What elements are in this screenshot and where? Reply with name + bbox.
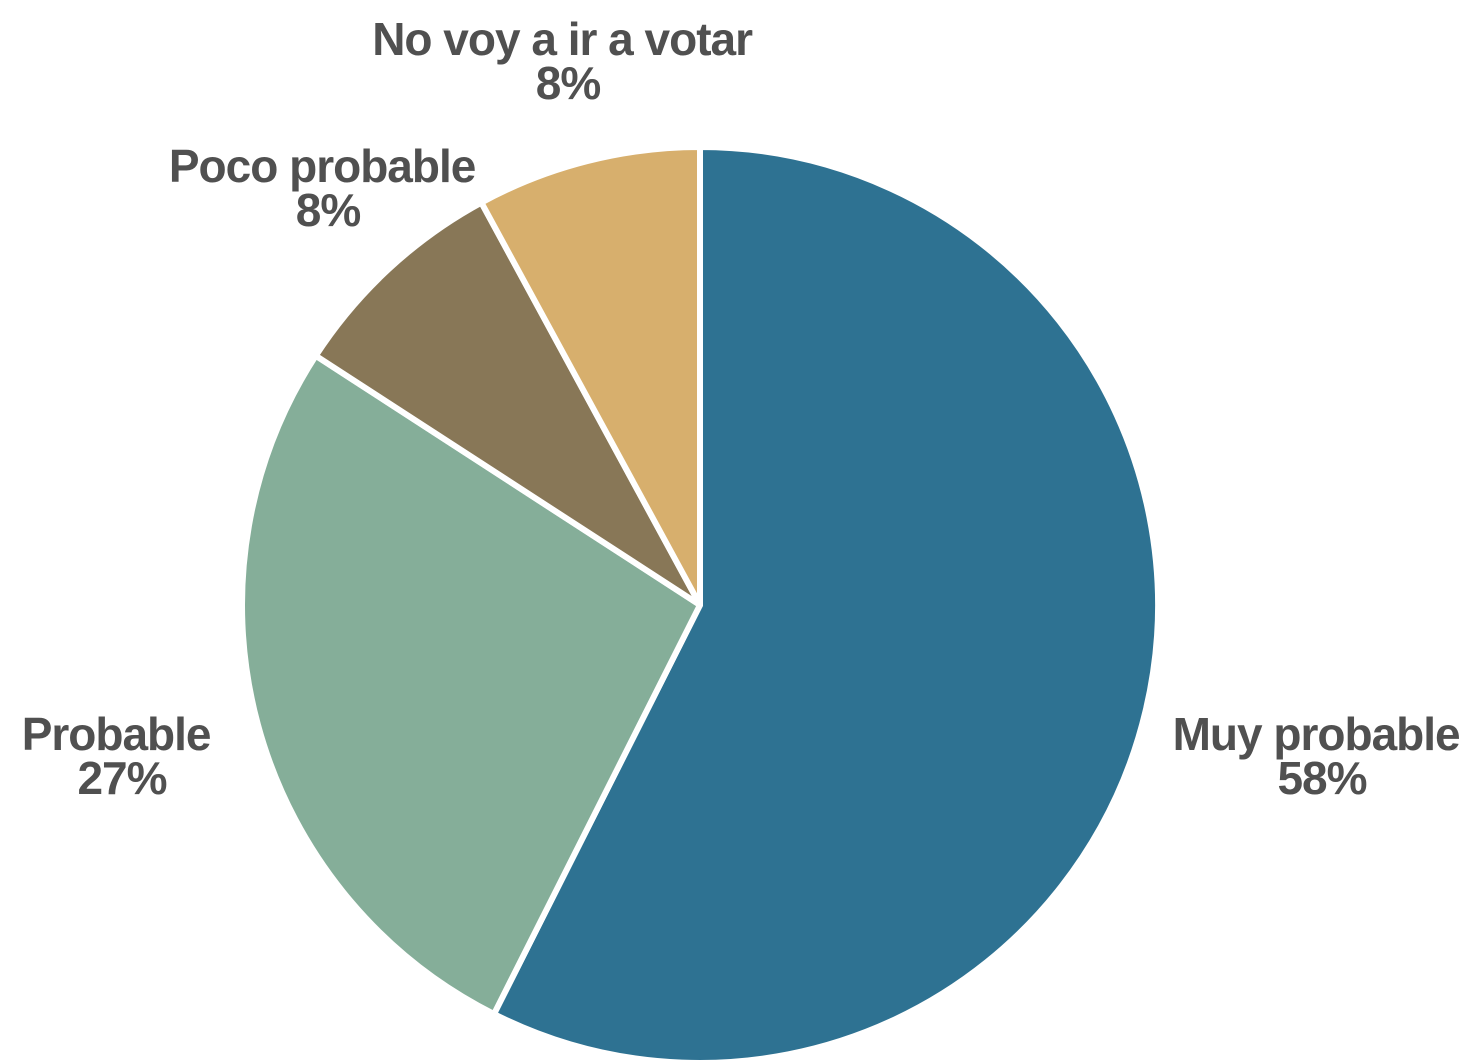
slice-value-probable: 27% xyxy=(77,752,166,804)
pie-slice-no-voy-a-ir-a-votar xyxy=(478,144,703,608)
slice-label-probable: Probable 27% xyxy=(22,708,223,804)
slice-name-muy-probable: Muy probable xyxy=(1173,708,1460,760)
slice-label-no-voy-a-votar: No voy a ir a votar 8% xyxy=(372,13,764,109)
slice-label-poco-probable: Poco probable 8% xyxy=(169,140,487,236)
pie-labels: Muy probable 58% Probable 27% Poco proba… xyxy=(22,13,1472,804)
pie-slice-muy-probable xyxy=(490,144,1161,1064)
slice-name-probable: Probable xyxy=(22,708,211,760)
pie-slice-poco-probable xyxy=(312,199,703,608)
pie-slices xyxy=(239,144,1161,1064)
slice-value-poco-probable: 8% xyxy=(296,184,361,236)
slice-label-muy-probable: Muy probable 58% xyxy=(1173,708,1472,804)
slice-name-poco-probable: Poco probable xyxy=(169,140,476,192)
pie-slice-probable xyxy=(239,352,703,1018)
slice-name-no-voy-a-votar: No voy a ir a votar xyxy=(372,13,753,65)
slice-value-no-voy-a-votar: 8% xyxy=(536,57,601,109)
slice-value-muy-probable: 58% xyxy=(1277,752,1366,804)
